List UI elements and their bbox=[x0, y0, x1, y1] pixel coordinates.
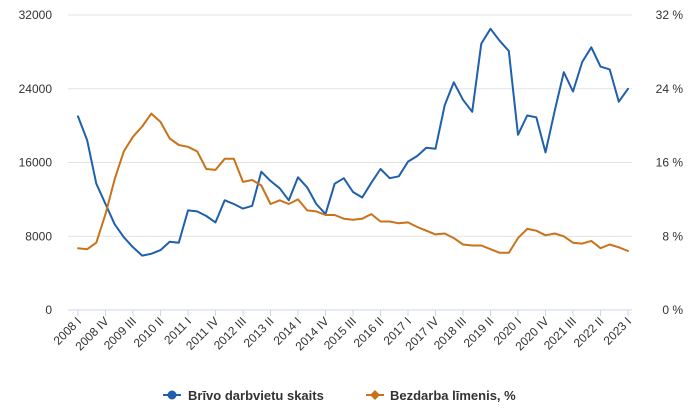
legend-label-vacancies: Brīvo darbvietu skaits bbox=[188, 388, 324, 403]
y-left-tick-label: 32000 bbox=[19, 8, 53, 22]
y-left-tick-label: 24000 bbox=[19, 82, 53, 96]
x-tick-label: 2010 II bbox=[131, 314, 167, 350]
right-y-axis: 0 % 8 % 16 % 24 % 32 % bbox=[656, 8, 684, 317]
x-tick-label: 2019 II bbox=[461, 314, 497, 350]
y-right-tick-label: 32 % bbox=[656, 8, 684, 22]
series-line-unemployment bbox=[77, 112, 629, 254]
left-y-axis: 0 8000 16000 24000 32000 bbox=[19, 8, 53, 317]
x-tick-label: 2013 II bbox=[241, 314, 277, 350]
y-left-tick-label: 8000 bbox=[25, 229, 52, 243]
legend-label-unemployment: Bezdarba līmenis, % bbox=[390, 388, 516, 403]
y-right-tick-label: 8 % bbox=[662, 229, 683, 243]
y-left-tick-label: 16000 bbox=[19, 156, 53, 170]
legend-marker-unemployment bbox=[370, 390, 380, 400]
plot-area bbox=[77, 27, 629, 257]
series-line-vacancies bbox=[77, 27, 629, 257]
y-right-tick-label: 16 % bbox=[656, 156, 684, 170]
y-left-tick-label: 0 bbox=[45, 303, 52, 317]
x-tick-label: 2016 II bbox=[351, 314, 387, 350]
x-tick-label: 2022 II bbox=[571, 314, 607, 350]
legend-marker-vacancies bbox=[167, 390, 177, 400]
y-right-tick-label: 0 % bbox=[662, 303, 683, 317]
y-right-tick-label: 24 % bbox=[656, 82, 684, 96]
legend: Brīvo darbvietu skaits Bezdarba līmenis, … bbox=[163, 388, 516, 403]
x-tick-label: 2023 I bbox=[601, 314, 634, 347]
grid-lines bbox=[68, 14, 632, 237]
